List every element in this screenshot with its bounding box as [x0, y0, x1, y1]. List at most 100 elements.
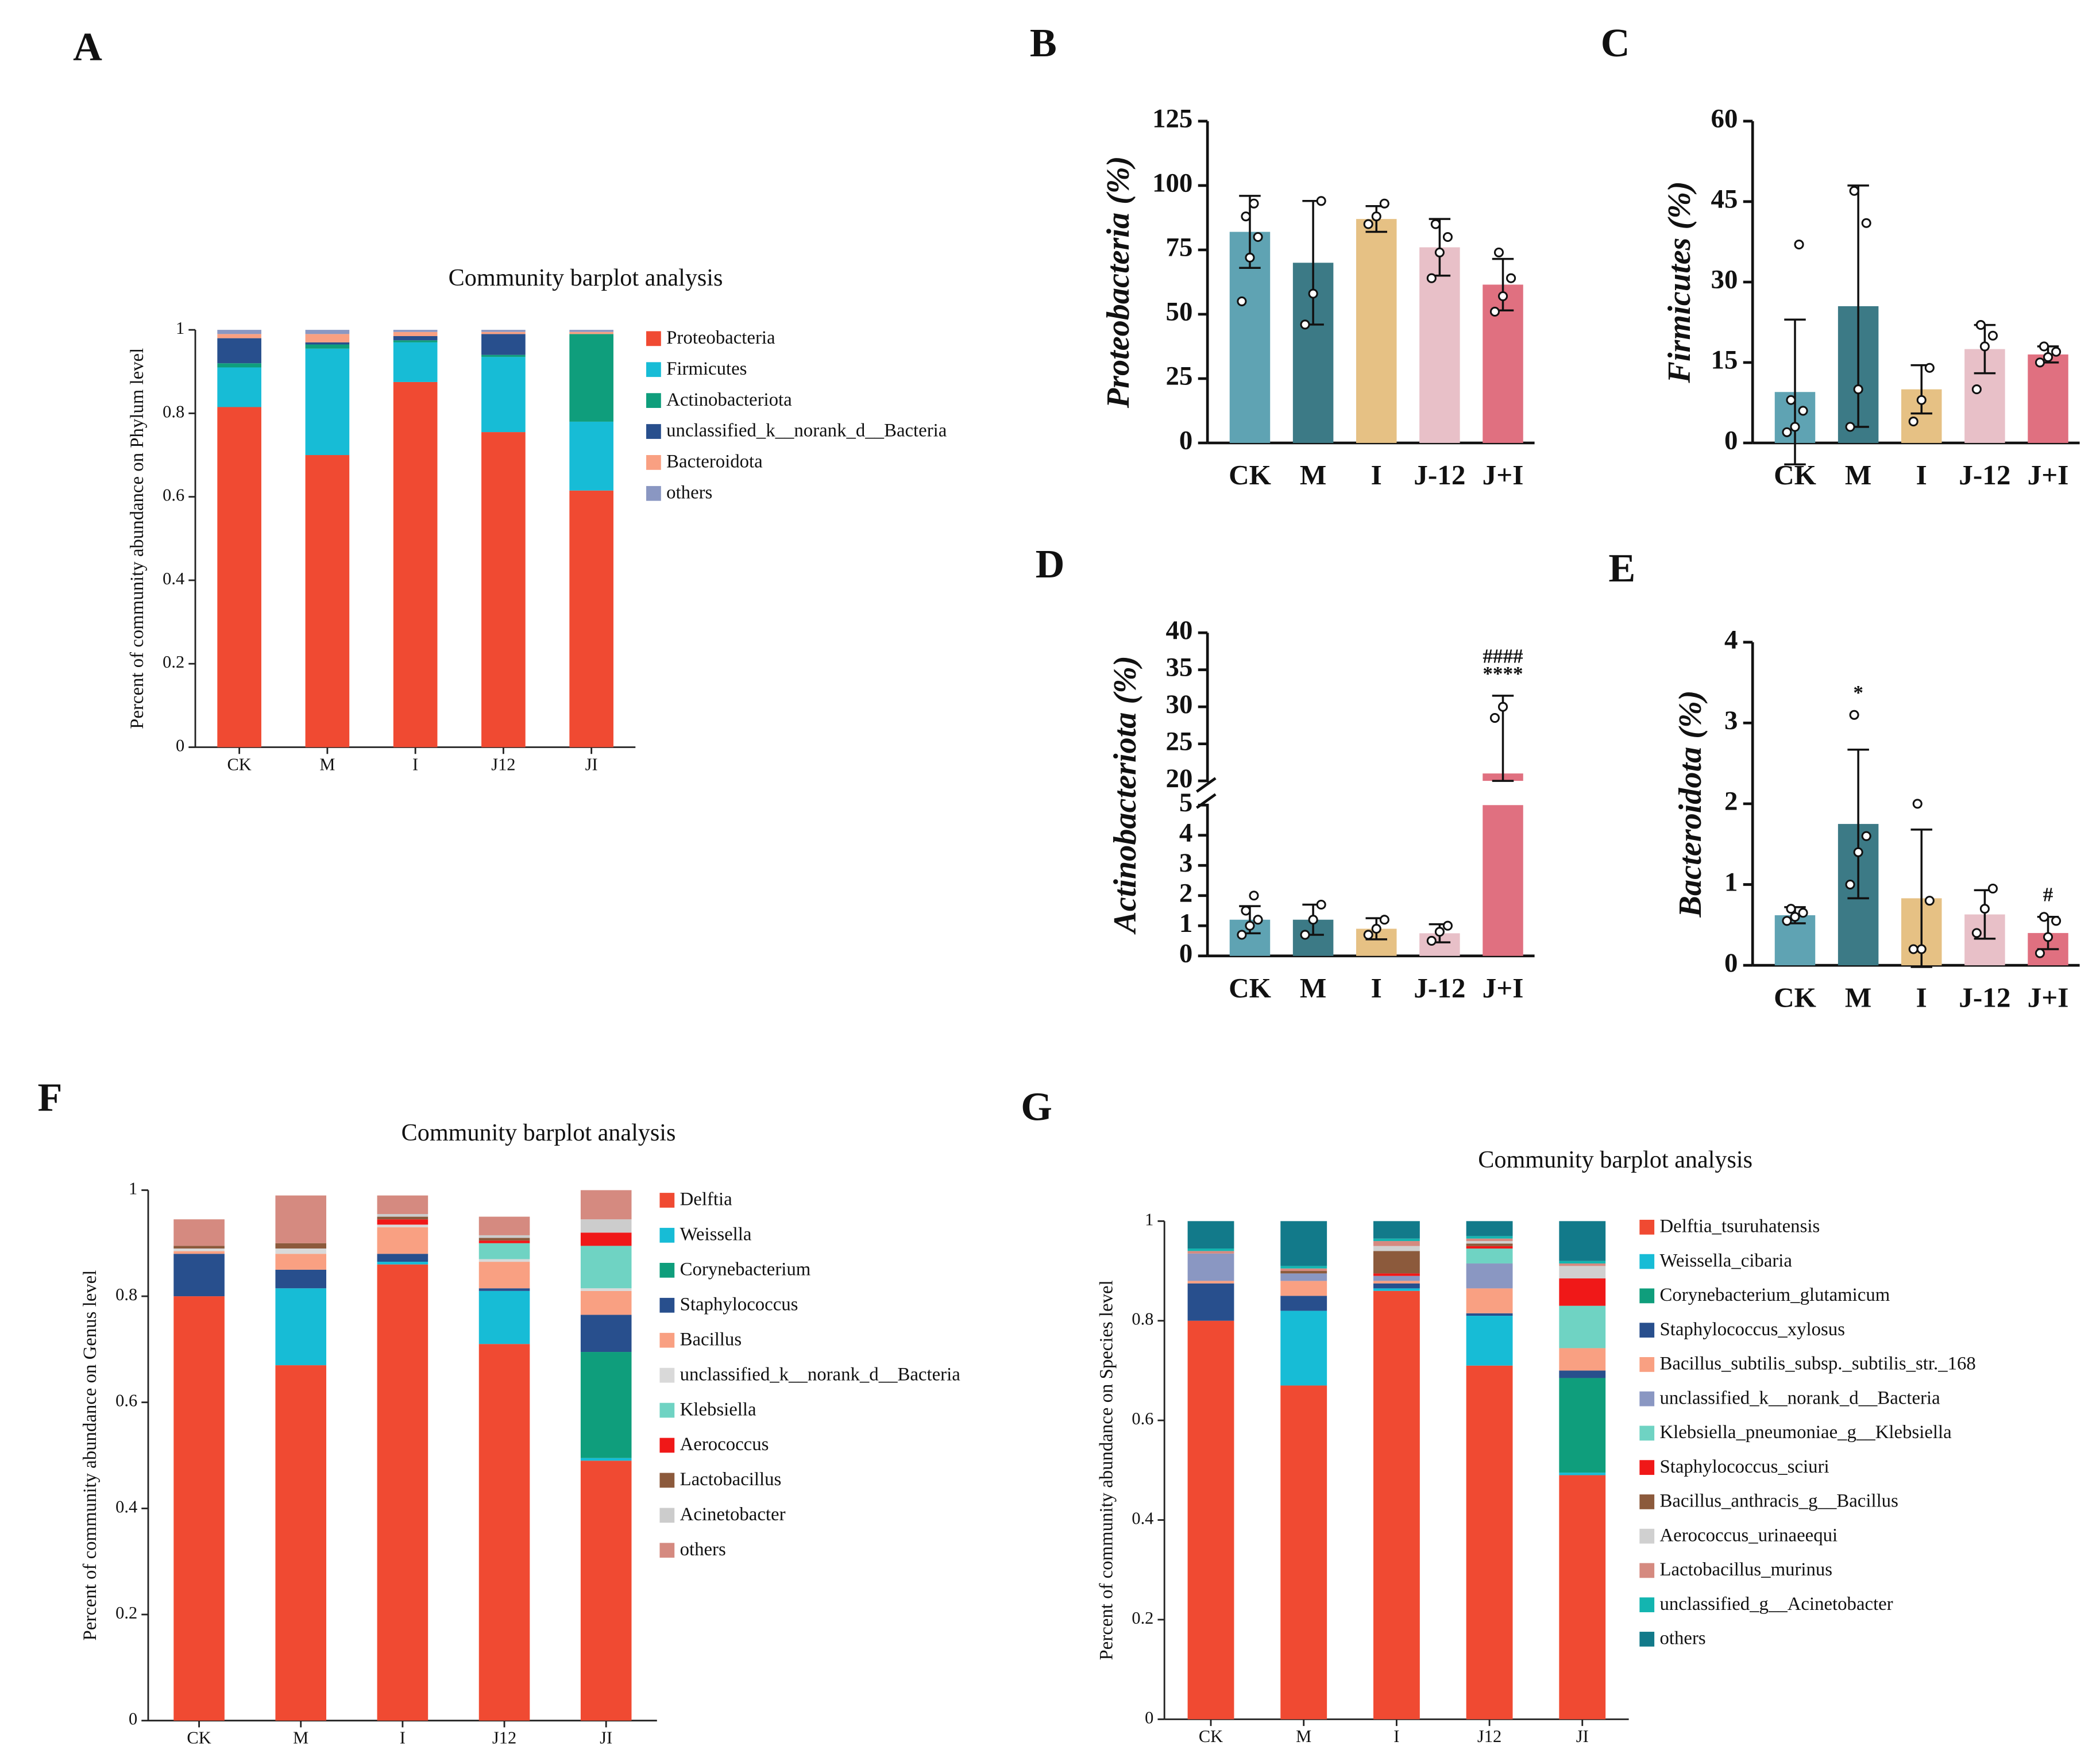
x-tick-label: CK [1774, 981, 1816, 1013]
x-tick-label: I [400, 1728, 406, 1747]
bar-segment [580, 1315, 632, 1352]
data-point [1853, 847, 1863, 857]
legend-label: Staphylococcus [680, 1294, 798, 1315]
bar-segment [580, 1232, 632, 1246]
y-tick-label: 0.8 [163, 402, 184, 421]
legend-swatch [646, 424, 661, 439]
legend-swatch [659, 1367, 675, 1383]
data-point [1430, 219, 1441, 229]
bar-segment [478, 1288, 530, 1291]
bar-segment [478, 1344, 530, 1721]
error-bar [1910, 829, 1933, 968]
data-point [1979, 904, 1990, 914]
legend-label: Bacillus_anthracis_g__Bacillus [1660, 1491, 1898, 1512]
x-tick-label: CK [1229, 972, 1271, 1004]
legend-label: Weissella [680, 1224, 752, 1245]
legend-swatch [1639, 1528, 1655, 1544]
y-tick-label: 0.2 [163, 652, 184, 672]
bar-segment [393, 332, 438, 336]
data-point [1434, 247, 1445, 257]
data-point [1916, 395, 1927, 405]
annotation: #### [1483, 645, 1523, 667]
data-point [1363, 219, 1373, 229]
legend-swatch [659, 1508, 675, 1523]
legend-label: Aerococcus_urinaeequi [1660, 1525, 1838, 1546]
legend-swatch [1639, 1597, 1655, 1613]
bar-segment [173, 1249, 225, 1251]
y-tick-label: 0.8 [115, 1285, 137, 1304]
bar-segment [393, 342, 438, 382]
data-point [1979, 341, 1990, 352]
y-tick-label: 0 [1724, 426, 1738, 456]
data-point [1790, 912, 1800, 922]
bar-segment [275, 1243, 327, 1249]
data-point [1241, 905, 1251, 916]
data-point [1308, 288, 1318, 299]
bar-segment [1280, 1296, 1327, 1311]
x-tick-label: JI [585, 754, 598, 774]
y-tick-label: 0.4 [115, 1497, 137, 1516]
bar-segment [275, 1288, 327, 1366]
legend-swatch [1639, 1494, 1655, 1509]
error-bar [1784, 318, 1806, 466]
data-point [1363, 930, 1373, 940]
x-tick-label: CK [227, 754, 251, 774]
legend-label: unclassified_k__norank_d__Bacteria [1660, 1388, 1941, 1408]
data-point [1794, 240, 1804, 250]
y-tick-label: 45 [1711, 184, 1738, 214]
legend-swatch [646, 455, 661, 470]
annotation: **** [1483, 662, 1523, 685]
x-tick-label: J+I [2028, 459, 2069, 491]
legend-label: Aerococcus [680, 1434, 769, 1455]
bar-segment [1466, 1246, 1513, 1249]
y-tick-label: 1 [1179, 908, 1192, 938]
bar-segment [173, 1254, 225, 1297]
panel-letter: A [73, 25, 102, 70]
bar-segment [217, 363, 261, 368]
bar-segment [1280, 1221, 1327, 1266]
x-tick-label: I [1371, 459, 1382, 491]
bar-segment [1559, 1473, 1606, 1475]
y-tick-label: 100 [1152, 168, 1192, 198]
error-bar [1847, 748, 1869, 900]
data-point [1253, 915, 1263, 925]
bar-segment [1466, 1249, 1513, 1264]
legend-label: Proteobacteria [666, 327, 775, 348]
y-tick-label: 2 [1179, 878, 1192, 908]
bar-segment [275, 1365, 327, 1721]
bar-segment [275, 1254, 327, 1270]
panel-letter: C [1601, 21, 1630, 65]
y-tick-label: 0.4 [163, 569, 184, 588]
y-axis-label: Proteobacteria (%) [1101, 156, 1136, 409]
data-point [1845, 422, 1855, 432]
data-point [2043, 352, 2053, 363]
bar-segment [481, 332, 526, 334]
bar-segment [1559, 1221, 1606, 1261]
bar-segment [1373, 1241, 1420, 1246]
bar-segment [377, 1254, 429, 1262]
y-tick-label: 1 [129, 1178, 137, 1198]
bar-segment [580, 1458, 632, 1461]
bar-segment [580, 1461, 632, 1721]
bar-segment [305, 330, 350, 334]
y-tick-label: 0.2 [115, 1603, 137, 1623]
data-point [1786, 395, 1796, 405]
x-tick-label: J+I [1483, 972, 1524, 1004]
y-tick-label: 1 [1145, 1209, 1153, 1229]
bar-segment [569, 330, 613, 332]
bar-segment [377, 1224, 429, 1228]
bar-segment [217, 407, 261, 747]
y-tick-label: 0.6 [1132, 1409, 1153, 1428]
bar-segment [1559, 1475, 1606, 1720]
bar-segment [1187, 1249, 1234, 1251]
data-point [2051, 916, 2062, 926]
legend-label: unclassified_k__norank_d__Bacteria [680, 1364, 961, 1385]
legend-label: others [1660, 1628, 1706, 1649]
annotation: # [2043, 884, 2053, 906]
bar-segment [1559, 1305, 1606, 1348]
bar-segment [275, 1249, 327, 1254]
legend-label: Staphylococcus_xylosus [1660, 1319, 1845, 1340]
bar-segment [580, 1219, 632, 1233]
data-point [1493, 247, 1504, 257]
bar-segment [1280, 1271, 1327, 1274]
